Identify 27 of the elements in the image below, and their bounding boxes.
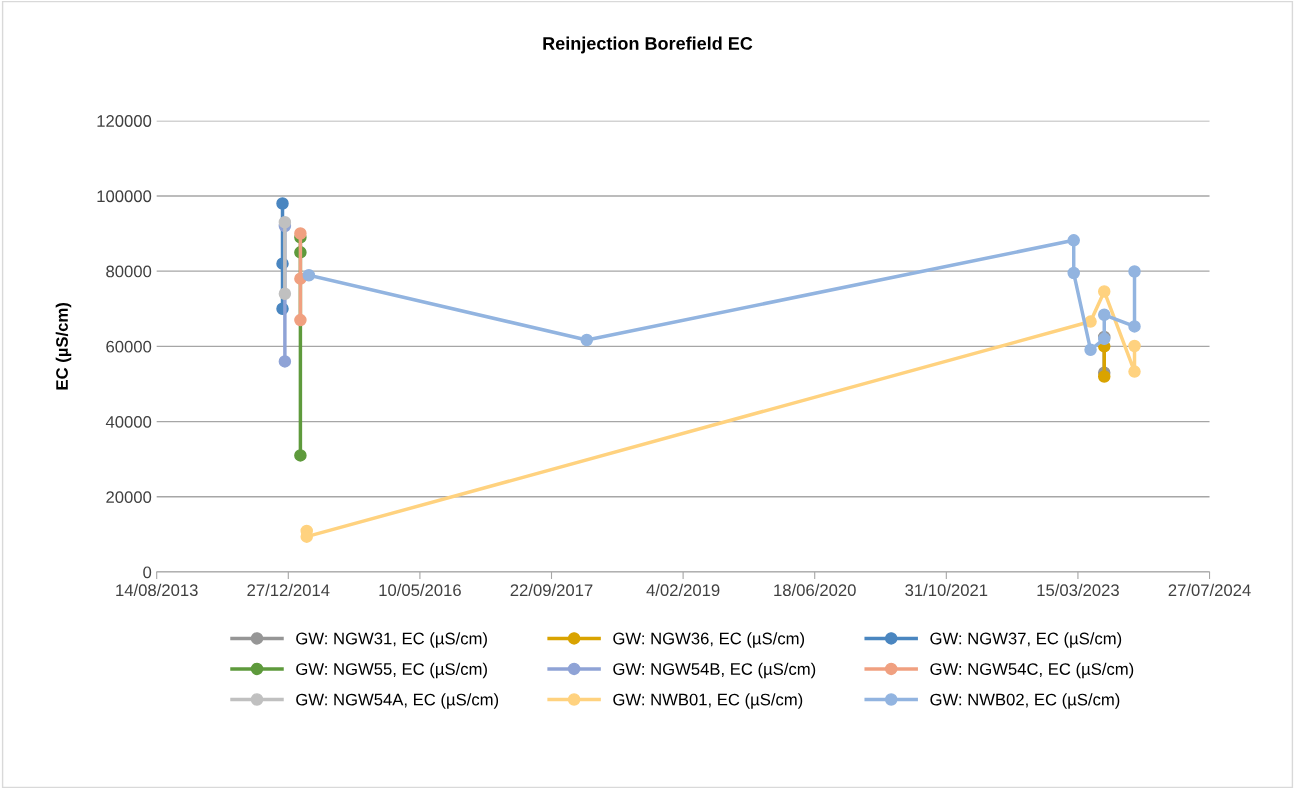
x-tick-label: 14/08/2013 bbox=[116, 583, 198, 597]
legend-label: GW: NGW54B, EC (µS/cm) bbox=[613, 662, 816, 679]
y-tick-label: 60000 bbox=[106, 340, 152, 353]
x-tick-label: 4/02/2019 bbox=[646, 583, 720, 597]
y-tick-label: 0 bbox=[143, 566, 152, 579]
y-tick-label: 100000 bbox=[97, 190, 152, 203]
x-tick-label: 27/07/2024 bbox=[1168, 583, 1251, 597]
legend-label: GW: NWB02, EC (µS/cm) bbox=[930, 693, 1120, 709]
y-axis-title: EC (µS/cm) bbox=[55, 303, 72, 390]
chart-title: Reinjection Borefield EC bbox=[543, 36, 753, 54]
legend-label: GW: NGW54A, EC (µS/cm) bbox=[296, 693, 499, 709]
y-tick-label: 40000 bbox=[105, 415, 152, 428]
x-tick-label: 31/10/2021 bbox=[905, 583, 988, 597]
legend-label: GW: NWB01, EC (µS/cm) bbox=[613, 693, 803, 709]
y-tick-label: 80000 bbox=[106, 265, 152, 278]
x-tick-label: 18/06/2020 bbox=[774, 583, 856, 597]
legend-label: GW: NGW31, EC (µS/cm) bbox=[296, 632, 487, 648]
x-tick-label: 27/12/2014 bbox=[247, 583, 330, 597]
x-tick-label: 22/09/2017 bbox=[510, 583, 593, 597]
legend-label: GW: NGW36, EC (µS/cm) bbox=[613, 632, 805, 648]
x-tick-label: 15/03/2023 bbox=[1037, 583, 1119, 597]
x-tick-label: 10/05/2016 bbox=[379, 583, 461, 597]
y-tick-label: 120000 bbox=[97, 115, 152, 127]
legend-label: GW: NGW37, EC (µS/cm) bbox=[930, 632, 1122, 648]
y-tick-label: 20000 bbox=[106, 491, 152, 504]
legend-label: GW: NGW54C, EC (µS/cm) bbox=[930, 662, 1134, 679]
legend-label: GW: NGW55, EC (µS/cm) bbox=[296, 662, 487, 679]
